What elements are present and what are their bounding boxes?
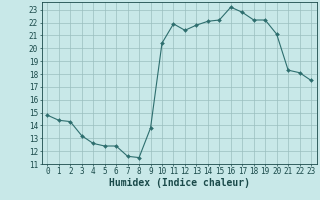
X-axis label: Humidex (Indice chaleur): Humidex (Indice chaleur) — [109, 178, 250, 188]
